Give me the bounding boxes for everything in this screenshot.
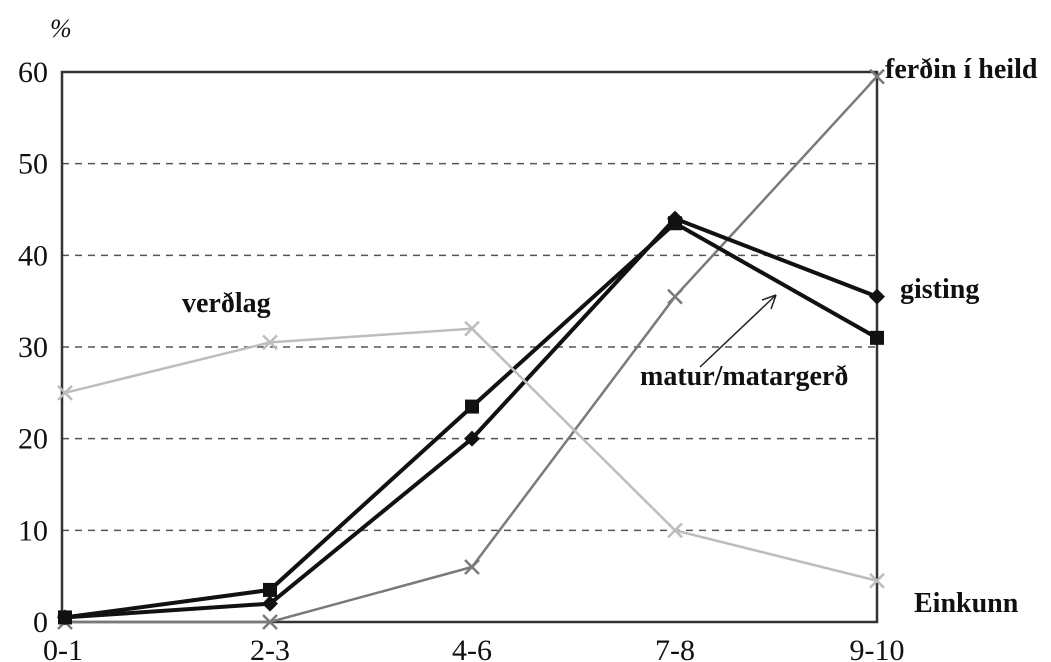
y-tick-label: 20 (18, 423, 48, 456)
x-tick-label: 2-3 (250, 634, 290, 662)
x-tick-label: 0-1 (43, 634, 83, 662)
series-3 (57, 320, 885, 589)
data-point (464, 559, 480, 575)
data-point (869, 572, 885, 589)
data-point (465, 399, 479, 414)
x-tick-label: 9-10 (850, 634, 905, 662)
data-point (870, 330, 884, 345)
y-tick-label: 30 (18, 331, 48, 364)
series-2 (58, 216, 884, 625)
y-axis-label: % (50, 14, 72, 43)
series-0 (57, 68, 885, 630)
tick-labels: 0 10 20 30 40 50 60 0-1 2-3 4-6 7-8 9-10 (18, 56, 905, 662)
series-label-verdlag: verðlag (182, 288, 271, 319)
gridlines (62, 162, 877, 532)
x-tick-label: 4-6 (452, 634, 492, 662)
data-point (667, 288, 683, 305)
data-point (262, 334, 278, 351)
series-label-ferdin-i-heild: ferðin í heild (885, 54, 1038, 85)
plot-frame (60, 70, 879, 624)
y-tick-label: 40 (18, 239, 48, 272)
y-tick-label: 50 (18, 148, 48, 181)
y-tick-label: 0 (33, 606, 48, 639)
data-point (869, 68, 885, 85)
x-tick-label: 7-8 (655, 634, 695, 662)
data-point (262, 595, 278, 612)
x-axis-label: Einkunn (914, 588, 1019, 619)
data-point (58, 610, 72, 625)
series-label-matur-matargerd: matur/matargerð (640, 361, 848, 392)
y-tick-label: 10 (18, 514, 48, 547)
data-point (667, 522, 683, 539)
series-line (64, 220, 878, 620)
series-label-gisting: gisting (900, 274, 979, 305)
annotation-arrowhead (761, 294, 777, 310)
data-point (869, 288, 885, 305)
series-line (65, 75, 878, 624)
data-point (57, 384, 73, 401)
data-point (464, 320, 480, 337)
data-point (263, 582, 277, 597)
data-point (464, 430, 480, 447)
data-point (668, 216, 682, 231)
series-layer (57, 68, 885, 630)
data-point (262, 614, 278, 630)
annotation-arrow (699, 294, 777, 368)
series-line (64, 216, 878, 620)
y-tick-label: 60 (18, 56, 48, 89)
